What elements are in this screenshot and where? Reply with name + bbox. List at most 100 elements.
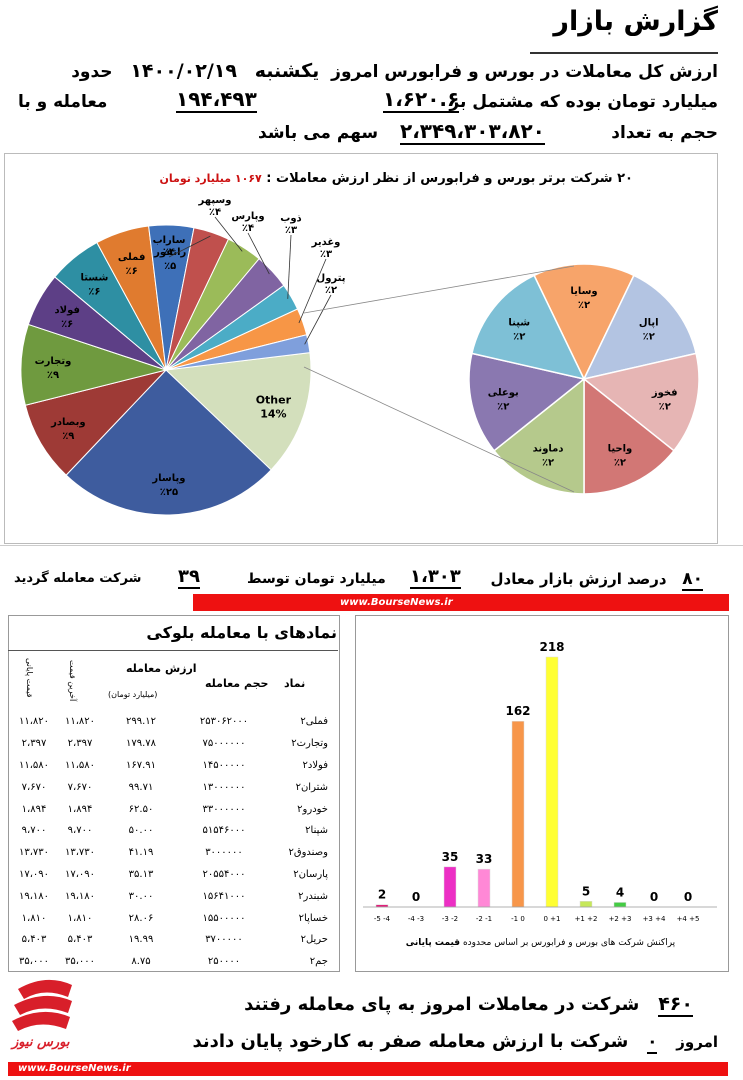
pie-connector — [303, 265, 575, 314]
cell-volume: ۳۳۰۰۰۰۰۰ — [202, 803, 246, 815]
bar-category-label: +1 +2 — [575, 915, 598, 923]
trade-volume: ۲،۳۴۹،۳۰۳،۸۲۰ — [400, 119, 545, 145]
col-header-symbol: نماد — [284, 677, 306, 690]
bar-xlabel: پراکنش شرکت های بورس و فرابورس بر اساس م… — [368, 938, 713, 948]
table-row: ۷،۶۷۰ ۷،۶۷۰ ۹۹.۷۱ ۱۳۰۰۰۰۰۰ شتران۲ — [10, 776, 328, 798]
bar — [545, 656, 559, 908]
cell-volume: ۲۵۰۰۰۰ — [207, 956, 241, 968]
main-pie — [20, 224, 312, 516]
distribution-panel — [355, 615, 729, 972]
logo-text: بورس نیوز — [12, 1035, 70, 1050]
pie-slice-label: فولاد — [54, 305, 79, 316]
cell-volume: ۲۵۳۰۶۲۰۰۰ — [199, 716, 249, 728]
col-header-final: قیمت پایانی — [25, 658, 34, 698]
header-text: ارزش کل معاملات در بورس و فرابورس امروز — [331, 62, 718, 82]
bar-value-label: 33 — [476, 852, 493, 866]
sub-pie-slice — [583, 377, 675, 495]
cell-volume: ۵۱۵۴۶۰۰۰ — [202, 825, 246, 837]
pie-slice-value: ٪۶ — [126, 266, 138, 277]
bar-value-label: 218 — [539, 640, 564, 654]
cell-final-price: ۷،۶۷۰ — [21, 781, 47, 793]
traded-text: شرکت در معاملات امروز به پای معامله رفتن… — [244, 994, 640, 1015]
pie-slice-value: ٪۴ — [242, 223, 254, 234]
sub-pie-value: ٪۲ — [542, 458, 554, 469]
pie-svg: وسایا ٪۲ اپال ٪۲ فخوز ٪۲ واحیا ٪۲ دماوند ٪۲ بوعلی ٪… — [20, 195, 700, 516]
cell-value: ۲۸.۰۶ — [128, 912, 154, 924]
bars: 2 -5 -4 0 -4 -3 35 -3 -2 33 -2 -1 162 -1 0 218 0 +1… — [363, 640, 717, 923]
pie-slice-value: ٪۳ — [320, 249, 332, 260]
table-row: ۹،۷۰۰ ۹،۷۰۰ ۵۰.۰۰ ۵۱۵۴۶۰۰۰ شپنا۲ — [10, 820, 328, 842]
cell-last-price: ۳۵،۰۰۰ — [64, 956, 96, 968]
sub-pie-value: ٪۲ — [659, 401, 671, 412]
cell-last-price: ۱۱،۸۲۰ — [64, 716, 96, 728]
pie-slice-label: رانفور — [153, 247, 186, 258]
table-row: ۱۱،۸۲۰ ۱۱،۸۲۰ ۲۹۹.۱۲ ۲۵۳۰۶۲۰۰۰ فملی۲ — [10, 711, 328, 733]
pie-slice-label: ذوب — [280, 213, 301, 224]
cell-last-price: ۱،۸۱۰ — [67, 912, 93, 924]
bar-value-label: 5 — [582, 884, 590, 898]
cell-final-price: ۱۳،۷۳۰ — [18, 847, 50, 859]
bar — [443, 866, 457, 908]
total-value: ۱،۶۲۰.۶ — [383, 87, 460, 113]
pie-slice — [65, 369, 272, 516]
cell-symbol: فولاد۲ — [302, 759, 328, 771]
sub-pie-label: واحیا — [608, 444, 633, 455]
table-row: ۱،۸۱۰ ۱،۸۱۰ ۲۸.۰۶ ۱۵۵۰۰۰۰۰ خساپا۲ — [10, 907, 328, 929]
sub-pie-label: بوعلی — [488, 387, 519, 398]
cell-final-price: ۵،۴۰۳ — [21, 934, 47, 946]
sub-pie-slice — [582, 274, 698, 381]
pie-leader-line — [304, 294, 332, 345]
pie-slice-value: ٪۶ — [61, 319, 73, 330]
cell-last-price: ۲،۳۹۷ — [67, 738, 93, 750]
pie-leader-line — [214, 216, 243, 252]
header-weekday: یکشنبه — [254, 60, 320, 82]
cell-value: ۵۰.۰۰ — [128, 825, 154, 837]
col-header-last: آخرین قیمت — [68, 660, 77, 702]
pie-slice-label: ساراب — [153, 235, 186, 246]
cell-final-price: ۱،۸۱۰ — [21, 912, 47, 924]
cell-symbol: فملی۲ — [300, 716, 328, 728]
logo — [12, 979, 72, 1031]
pie-slice-label: وغدیر — [311, 237, 341, 248]
header-text: معامله و با — [18, 92, 108, 112]
pie-leader-line — [168, 235, 211, 258]
cell-last-price: ۵،۴۰۳ — [67, 934, 93, 946]
pie-slice-value: ٪۵ — [164, 261, 176, 272]
table-title: نمادهای با معامله بلوکی — [146, 623, 337, 642]
cell-final-price: ۳۵،۰۰۰ — [18, 956, 50, 968]
cell-value: ۶۲.۵۰ — [128, 803, 154, 815]
title-underline — [530, 52, 718, 54]
pie-slice-value: ٪۲۵ — [160, 487, 178, 498]
bar-value-label: 0 — [684, 890, 692, 904]
header-line-2: میلیارد تومان بوده که مشتمل بر — [449, 92, 718, 112]
bar-category-label: -5 -4 — [374, 915, 391, 923]
table-row: ۲،۳۹۷ ۲،۳۹۷ ۱۷۹.۷۸ ۷۵۰۰۰۰۰۰ وتجارت۲ — [10, 733, 328, 755]
pie-slice-value: ٪۴ — [163, 247, 175, 258]
bar-value-label: 4 — [616, 885, 624, 899]
cell-volume: ۷۵۰۰۰۰۰۰ — [202, 738, 246, 750]
summary-line: ۸۰ درصد ارزش بازار معادل — [491, 569, 703, 591]
bar-category-label: -1 0 — [511, 915, 525, 923]
pie-title: ۲۰ شرکت برتر بورس و فرابورس از نظر ارزش … — [160, 171, 634, 186]
pie-leader-line — [247, 232, 270, 275]
top20-pie-panel — [4, 153, 718, 544]
cell-symbol: وصندوق۲ — [288, 847, 328, 859]
zero-prefix: امروز — [676, 1033, 718, 1051]
header-text: میلیارد تومان بوده که مشتمل بر — [449, 92, 718, 112]
cell-volume: ۱۳۰۰۰۰۰۰ — [202, 781, 246, 793]
pie-slice-value: 14% — [260, 408, 286, 421]
header-text: سهم می باشد — [258, 123, 379, 143]
col-header-value: ارزش معامله — [126, 662, 197, 675]
bar-chart-svg: 2 -5 -4 0 -4 -3 35 -3 -2 33 -2 -1 162 -1 0 218 0 +1… — [363, 640, 717, 923]
table-row: ۱،۸۹۴ ۱،۸۹۴ ۶۲.۵۰ ۳۳۰۰۰۰۰۰ خودرو۲ — [10, 798, 328, 820]
cell-last-price: ۱۳،۷۳۰ — [64, 847, 96, 859]
cell-volume: ۳۷۰۰۰۰۰ — [205, 934, 243, 946]
footer-strip — [8, 1062, 728, 1076]
cell-last-price: ۱۷،۰۹۰ — [64, 868, 96, 880]
cell-value: ۱۷۹.۷۸ — [125, 738, 157, 750]
cell-final-price: ۱۱،۸۲۰ — [18, 716, 50, 728]
pie-slice-value: ٪۶ — [88, 286, 100, 297]
cell-volume: ۱۵۶۴۱۰۰۰ — [202, 890, 246, 902]
summary-text: میلیارد تومان توسط — [247, 571, 386, 587]
